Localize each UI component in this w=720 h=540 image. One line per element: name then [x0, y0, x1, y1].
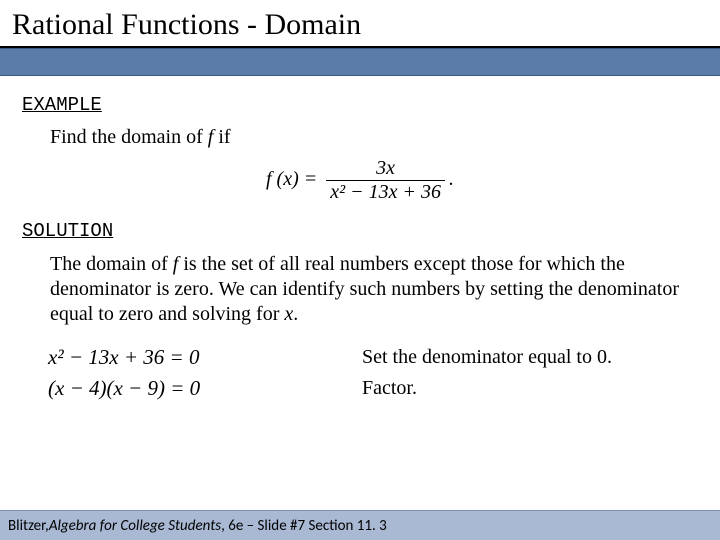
formula-fraction: 3x x² − 13x + 36	[326, 157, 445, 204]
step-row: (x − 4)(x − 9) = 0 Factor.	[32, 376, 698, 401]
title-bar: Rational Functions - Domain	[0, 0, 720, 48]
explain-d: x	[284, 303, 293, 325]
accent-band	[0, 48, 720, 76]
step-text: Factor.	[362, 377, 417, 400]
formula-numerator: 3x	[326, 157, 445, 180]
formula-row: f (x) = 3x x² − 13x + 36 .	[22, 157, 698, 204]
example-label: EXAMPLE	[22, 94, 698, 116]
formula-tail: .	[449, 168, 454, 190]
explain-a: The domain of	[50, 253, 173, 275]
explain-e: .	[293, 303, 298, 325]
prompt-suffix: if	[213, 126, 230, 148]
prompt-line: Find the domain of f if	[50, 126, 698, 149]
explanation: The domain of f is the set of all real n…	[50, 252, 698, 327]
footer-book: Algebra for College Students	[49, 517, 221, 535]
step-row: x² − 13x + 36 = 0 Set the denominator eq…	[32, 345, 698, 370]
formula: f (x) = 3x x² − 13x + 36 .	[266, 157, 454, 204]
formula-denominator: x² − 13x + 36	[326, 180, 445, 204]
solution-label: SOLUTION	[22, 220, 698, 242]
footer-author: Blitzer,	[8, 517, 49, 535]
step-math: x² − 13x + 36 = 0	[32, 345, 362, 370]
footer-rest: , 6e – Slide #7 Section 11. 3	[221, 517, 387, 535]
step-text: Set the denominator equal to 0.	[362, 346, 612, 369]
prompt-prefix: Find the domain of	[50, 126, 208, 148]
page-title: Rational Functions - Domain	[12, 8, 708, 42]
formula-lhs: f (x) =	[266, 168, 317, 190]
step-math: (x − 4)(x − 9) = 0	[32, 376, 362, 401]
footer-bar: Blitzer, Algebra for College Students, 6…	[0, 510, 720, 540]
content-area: EXAMPLE Find the domain of f if f (x) = …	[0, 76, 720, 419]
